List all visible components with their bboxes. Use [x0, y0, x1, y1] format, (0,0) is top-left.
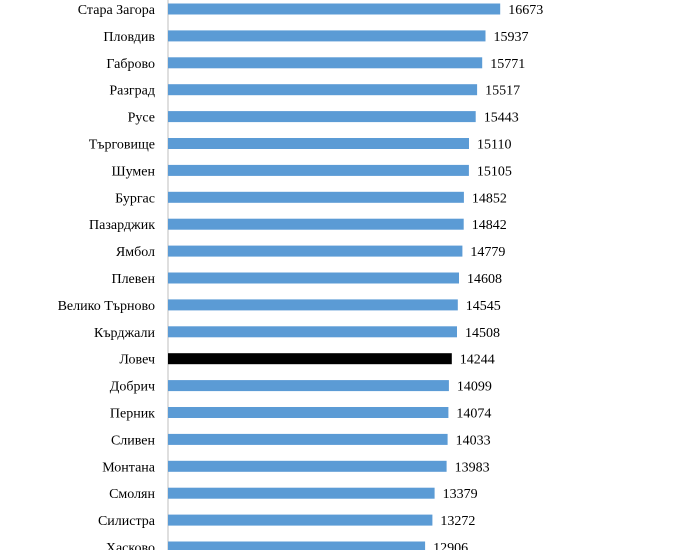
category-label: Разград: [109, 84, 155, 99]
category-label: Смолян: [109, 487, 155, 502]
bar-3: [168, 57, 483, 69]
category-label: Ямбол: [116, 245, 155, 260]
value-label: 16673: [508, 3, 543, 18]
value-label: 13983: [455, 460, 490, 475]
category-label: Русе: [128, 111, 155, 126]
bar-12: [168, 299, 458, 311]
bar-2: [168, 30, 486, 42]
category-label: Добрич: [110, 380, 155, 395]
category-label: Перник: [110, 407, 155, 422]
bar-5: [168, 111, 476, 123]
value-label: 13379: [443, 487, 478, 502]
bars-layer: [168, 3, 501, 550]
bar-11: [168, 272, 459, 284]
category-label: Шумен: [111, 164, 155, 179]
value-label: 14779: [470, 245, 505, 260]
value-label: 14852: [472, 191, 507, 206]
bar-7: [168, 164, 469, 176]
value-label: 15105: [477, 164, 512, 179]
value-label: 15443: [484, 111, 519, 126]
bar-1: [168, 3, 501, 15]
value-label: 14033: [456, 433, 491, 448]
value-label: 14508: [465, 326, 500, 341]
value-label: 14545: [466, 299, 501, 314]
category-label: Силистра: [98, 514, 156, 529]
value-label: 12906: [433, 541, 468, 550]
bar-15: [168, 380, 449, 392]
value-label: 15110: [477, 138, 511, 153]
bar-13: [168, 326, 457, 338]
value-label: 14842: [472, 218, 507, 233]
category-label: Търговище: [89, 138, 155, 153]
value-label: 14099: [457, 380, 492, 395]
category-label: Монтана: [102, 460, 156, 475]
bar-4: [168, 84, 478, 96]
value-label: 13272: [440, 514, 475, 529]
category-label: Стара Загора: [78, 3, 156, 18]
labels-layer: Стара Загора 16673 Пловдив 15937 Габрово 1577…: [58, 3, 544, 550]
value-label: 15517: [485, 84, 520, 99]
category-label: Кърджали: [94, 326, 156, 341]
bar-21: [168, 541, 426, 550]
category-label: Плевен: [111, 272, 155, 287]
category-label: Ловеч: [119, 353, 155, 368]
category-label: Хасково: [106, 541, 155, 550]
bar-8: [168, 191, 464, 203]
value-label: 14244: [460, 353, 495, 368]
value-label: 14608: [467, 272, 502, 287]
bar-17: [168, 433, 448, 445]
bar-19: [168, 487, 435, 499]
bar-10: [168, 245, 463, 257]
bar-6: [168, 138, 469, 149]
value-label: 14074: [456, 407, 491, 422]
value-label: 15937: [494, 30, 529, 45]
value-label: 15771: [490, 57, 525, 72]
bar-18: [168, 460, 447, 472]
bar-16: [168, 407, 449, 418]
bar-9: [168, 218, 464, 230]
category-label: Пазарджик: [89, 218, 155, 233]
category-label: Сливен: [111, 433, 156, 448]
category-label: Габрово: [106, 57, 155, 72]
category-label: Пловдив: [103, 30, 155, 45]
bar-14: [168, 353, 452, 365]
bar-20: [168, 514, 433, 526]
category-label: Велико Търново: [58, 299, 155, 314]
category-label: Бургас: [115, 191, 155, 206]
